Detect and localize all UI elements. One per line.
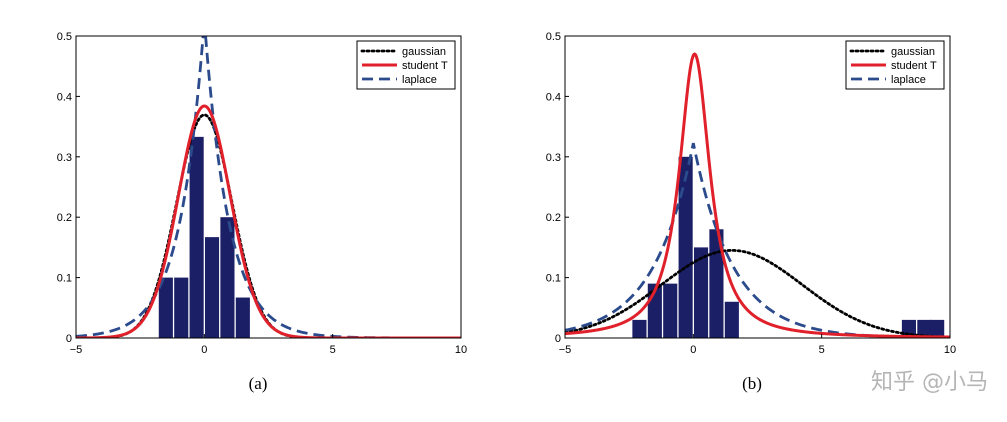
panel-b-curve-laplace: [565, 142, 950, 338]
panel-a-bar: [220, 217, 235, 338]
panel-a-caption: (a): [249, 374, 268, 393]
panel-a-axes-box: [75, 35, 462, 339]
panel-b-bar: [917, 319, 932, 338]
panel-a-ytick-label: 0: [66, 333, 72, 345]
panel-b-ytick-label: 0.1: [546, 273, 561, 285]
panel-b-bar: [663, 283, 678, 338]
panel-a-bar: [204, 237, 220, 338]
panel-b-ytick-label: 0.3: [546, 152, 561, 164]
panel-b-curve-gaussian: [565, 248, 950, 338]
panel-b-caption: (b): [742, 374, 762, 393]
panel-a-bar: [189, 136, 204, 338]
panel-b-legend-label-gaussian: gaussian: [891, 46, 935, 58]
panel-b-legend-label-student: student T: [891, 60, 937, 72]
panel-a-ytick-label: 0.1: [57, 273, 72, 285]
panel-a-legend-label-student: student T: [402, 60, 448, 72]
panel-b-ytick-label: 0.2: [546, 212, 561, 224]
panel-b-bar: [632, 319, 647, 338]
panel-b-legend: gaussian student T laplace: [845, 40, 945, 90]
panel-b-curves: [565, 52, 950, 338]
panel-b-ytick-label: 0: [555, 333, 561, 345]
panel-b-ytick-label: 0.5: [546, 31, 561, 43]
panel-a-xtick-label: 10: [455, 344, 467, 356]
panel-a-curves: [76, 36, 461, 338]
panel-b-xtick-label: 10: [944, 344, 956, 356]
panel-a-bars: [158, 136, 250, 338]
panel-a-legend: gaussian student T laplace: [356, 40, 456, 90]
panel-a-bar: [235, 297, 250, 338]
panel-b-curve-student: [565, 52, 950, 338]
panel-b-bar: [709, 229, 724, 338]
panel-a-bar: [158, 277, 173, 338]
panel-a-curve-laplace: [76, 36, 461, 338]
panel-a-legend-label-gaussian: gaussian: [402, 46, 446, 58]
panel-b-axes-box: [564, 35, 951, 339]
panel-a-ytick-label: 0.3: [57, 152, 72, 164]
panel-a-ytick-label: 0.5: [57, 31, 72, 43]
panel-a-xtick-label: 5: [330, 344, 336, 356]
panel-a-curve-gaussian: [76, 113, 461, 338]
panel-b-bar: [678, 156, 693, 338]
panel-b-bar: [693, 247, 709, 338]
watermark-text: 知乎 @小马: [871, 370, 988, 395]
panel-b-bars: [632, 156, 945, 338]
panel-a-xtick-label: 0: [201, 344, 207, 356]
panel-b-bar: [930, 319, 945, 338]
panel-b-xtick-label: −5: [559, 344, 572, 356]
panel-a-xtick-label: −5: [70, 344, 83, 356]
panel-b-xtick-label: 0: [690, 344, 696, 356]
panel-b-ytick-label: 0.4: [546, 91, 561, 103]
panel-b-legend-label-laplace: laplace: [891, 74, 926, 86]
panel-b-bar: [724, 301, 739, 338]
panel-b-xtick-label: 5: [819, 344, 825, 356]
panel-a-ytick-label: 0.4: [57, 91, 72, 103]
panel-a-curve-student: [76, 104, 461, 338]
panel-a-legend-label-laplace: laplace: [402, 74, 437, 86]
panel-a-bar: [174, 277, 189, 338]
panel-a-ytick-label: 0.2: [57, 212, 72, 224]
